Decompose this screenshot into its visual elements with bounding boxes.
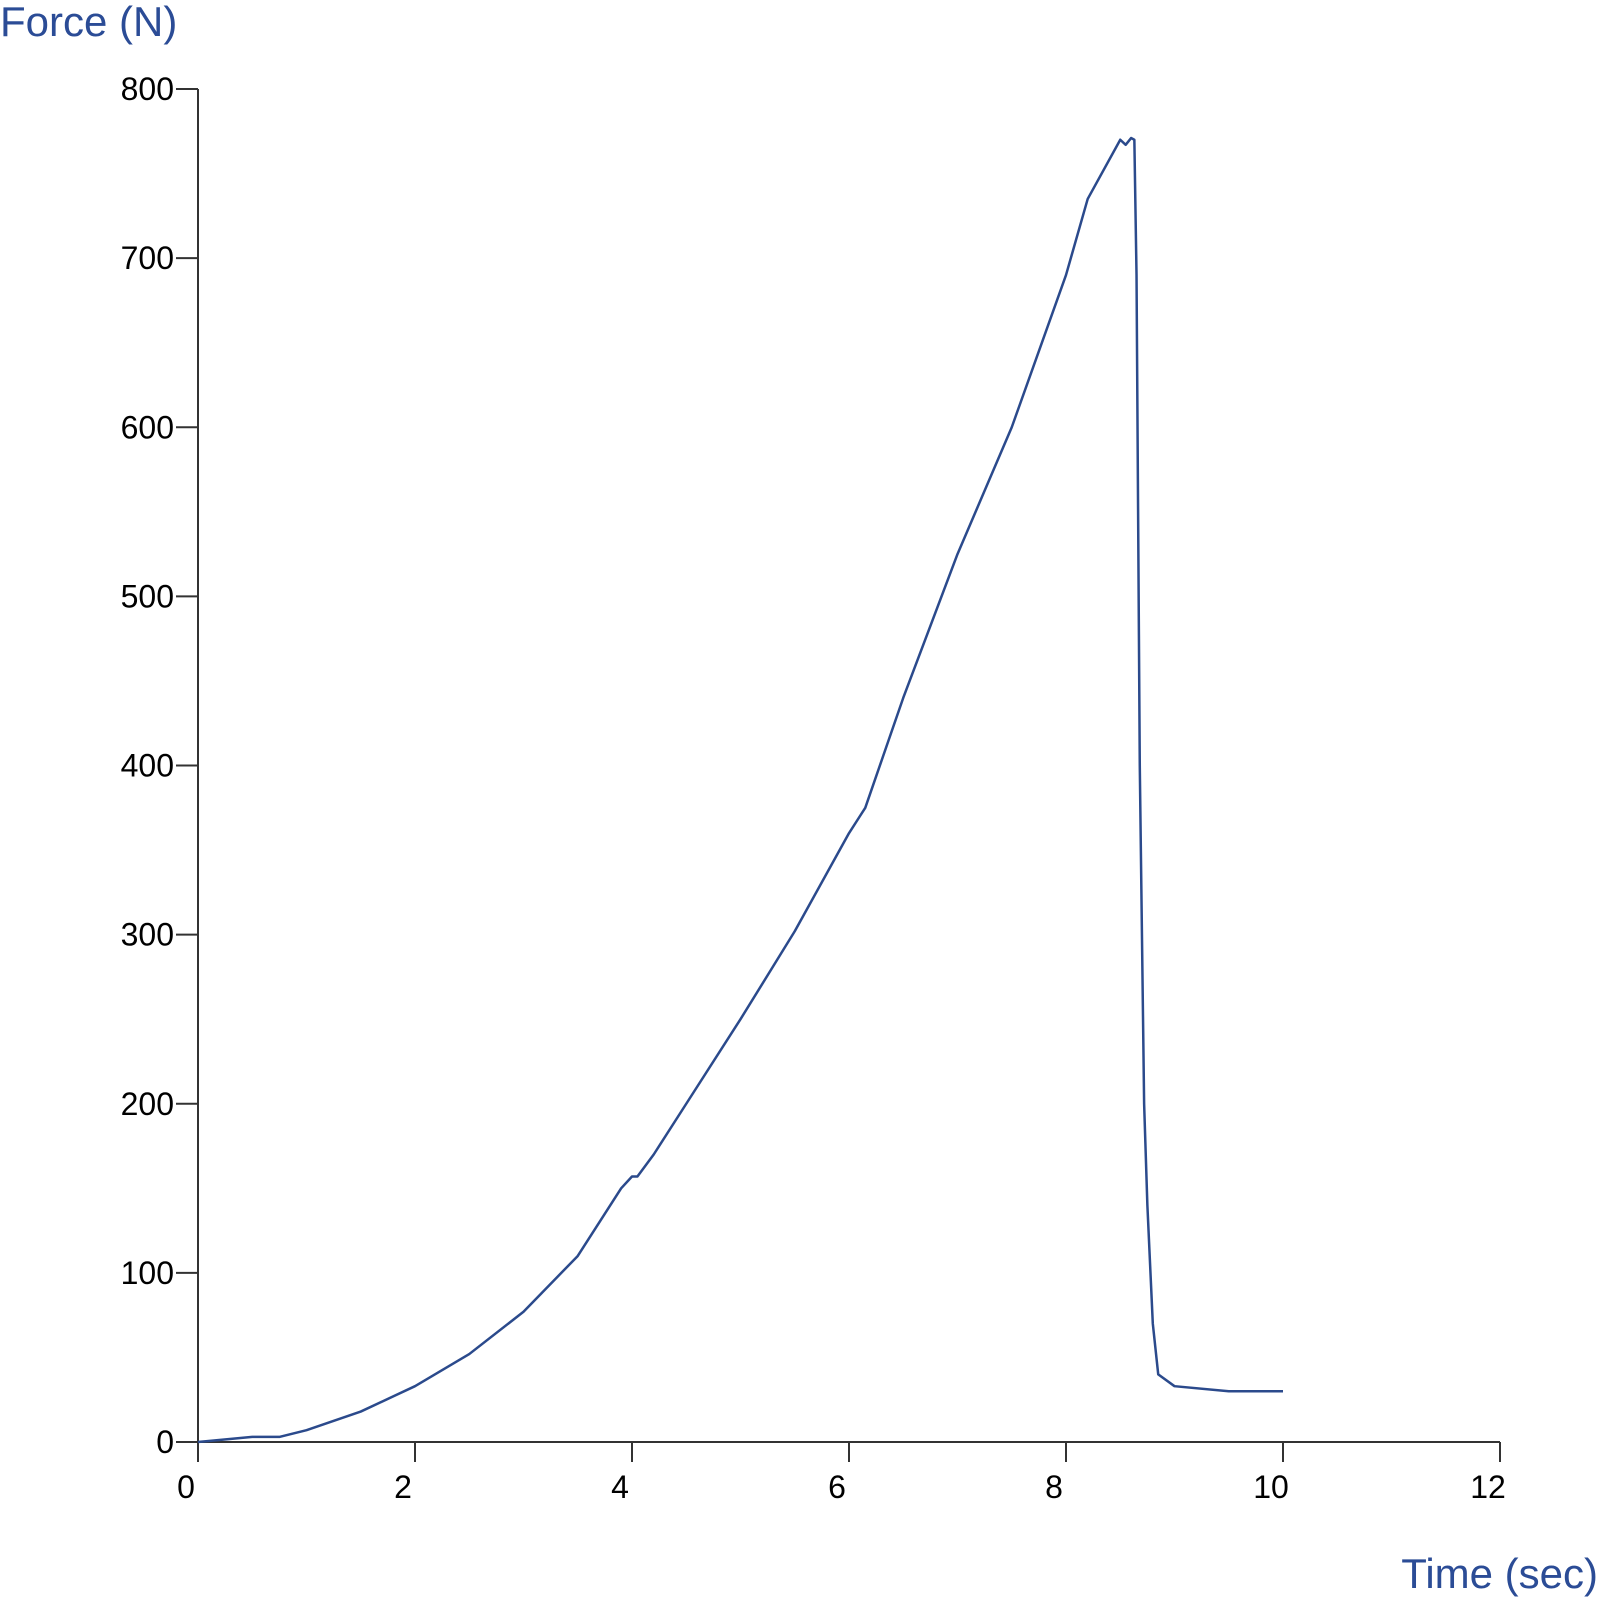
- x-tick-label: 8: [1045, 1469, 1063, 1505]
- x-axis-title: Time (sec): [1401, 1550, 1598, 1597]
- y-tick-label: 0: [156, 1424, 174, 1460]
- y-tick-label: 700: [121, 240, 174, 276]
- y-tick-label: 400: [121, 748, 174, 784]
- y-tick-label: 600: [121, 409, 174, 445]
- y-tick-label: 300: [121, 917, 174, 953]
- y-tick-label: 100: [121, 1255, 174, 1291]
- x-tick-label: 12: [1470, 1469, 1506, 1505]
- data-line: [197, 136, 1283, 1444]
- x-tick-label: 10: [1253, 1469, 1289, 1505]
- x-tick-label: 6: [828, 1469, 846, 1505]
- x-tick-label: 2: [394, 1469, 412, 1505]
- x-tick-label: 4: [611, 1469, 629, 1505]
- y-tick-label: 500: [121, 578, 174, 614]
- y-tick-label: 200: [121, 1086, 174, 1122]
- y-axis-title: Force (N): [0, 0, 177, 45]
- x-tick-label: 0: [177, 1469, 195, 1505]
- y-tick-label: 800: [121, 71, 174, 107]
